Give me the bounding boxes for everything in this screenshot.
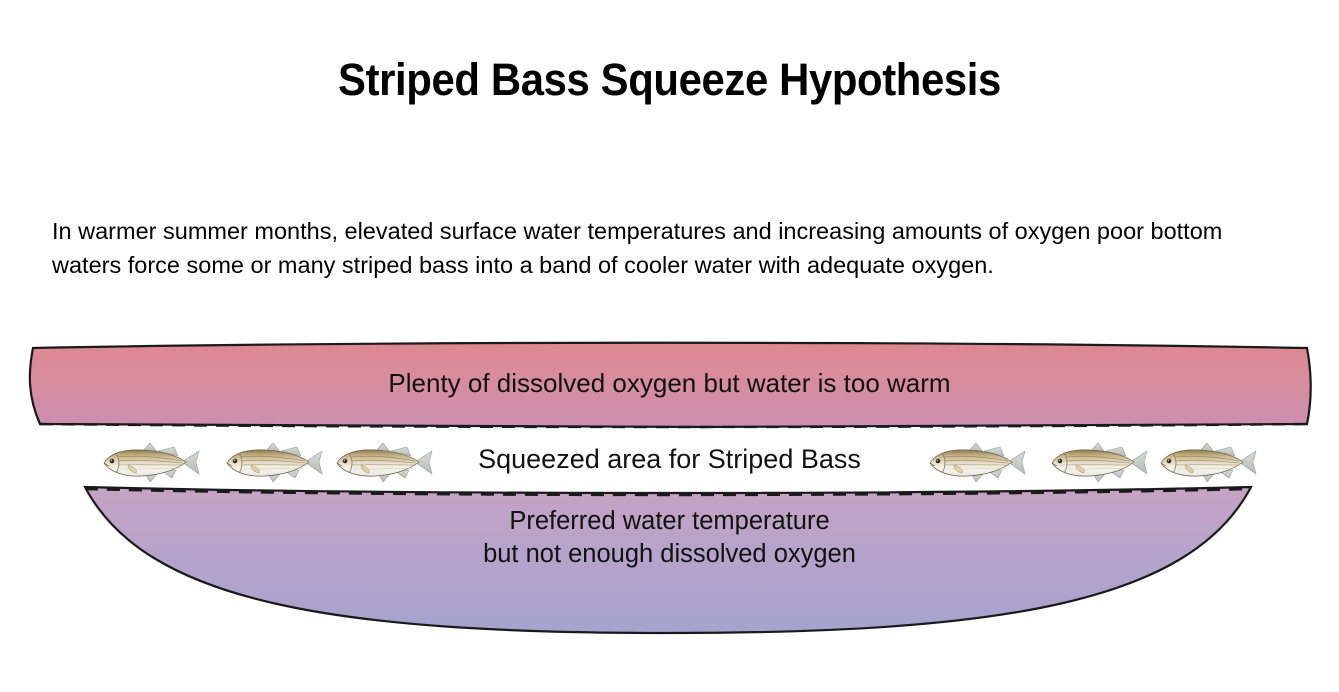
diagram-shapes [28,341,1312,635]
page-title: Striped Bass Squeeze Hypothesis [338,54,1001,106]
striped-bass-icon [1155,439,1259,485]
bottom-layer-shape [83,485,1253,635]
striped-bass-icon [98,439,202,485]
squeeze-diagram: Plenty of dissolved oxygen but water is … [0,335,1339,655]
striped-bass-icon [221,439,325,485]
intro-paragraph: In warmer summer months, elevated surfac… [52,217,1223,278]
striped-bass-icon [924,439,1028,485]
striped-bass-icon [331,439,435,485]
striped-bass-icon [1046,439,1150,485]
warm-layer-shape [28,341,1312,429]
